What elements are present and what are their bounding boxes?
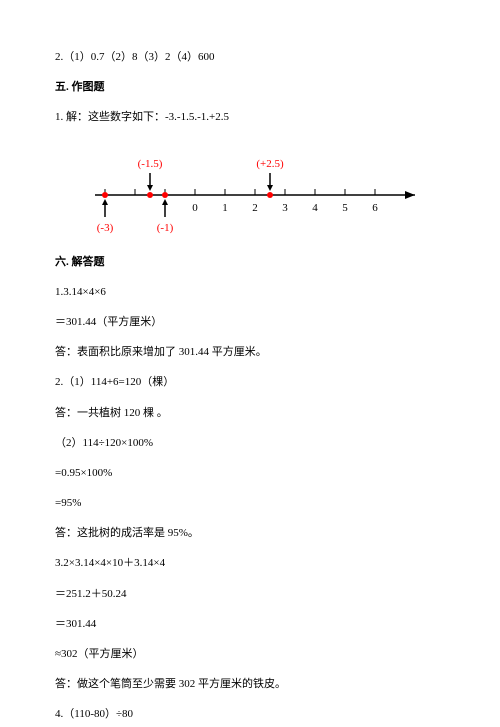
problem-6-3-step1: 3.2×3.14×4×10＋3.14×4 [55,551,445,575]
answer-line-1: 2.（1）0.7（2）8（3）2（4）600 [55,45,445,69]
problem-6-2-part1-answer: 答：一共植树 120 棵 。 [55,401,445,425]
problem-5-1: 1. 解：这些数字如下：-3.-1.5.-1.+2.5 [55,105,445,129]
svg-text:5: 5 [342,202,348,214]
problem-6-4: 4.（110-80）÷80 [55,702,445,726]
svg-text:3: 3 [282,202,288,214]
svg-text:4: 4 [312,202,318,214]
svg-text:(-3): (-3) [97,222,114,234]
number-line-diagram: 0 1 2 3 4 5 6 (-3) (-1.5) (-1) (+2.5) [85,145,445,235]
svg-text:0: 0 [192,202,198,214]
problem-6-2-part2-step2: =0.95×100% [55,461,445,485]
problem-6-3-step3: ＝301.44 [55,612,445,636]
problem-6-2-part2-step3: =95% [55,491,445,515]
svg-text:2: 2 [252,202,258,214]
section-six-heading: 六. 解答题 [55,250,445,274]
problem-6-1-step2: ＝301.44（平方厘米） [55,310,445,334]
problem-6-2-part2-answer: 答：这批树的成活率是 95%。 [55,521,445,545]
problem-6-2-part2-step1: （2）114÷120×100% [55,431,445,455]
svg-text:(+2.5): (+2.5) [256,158,284,170]
problem-6-3-step2: ＝251.2＋50.24 [55,582,445,606]
problem-6-2-part1: 2.（1）114+6=120（棵） [55,370,445,394]
svg-text:(-1): (-1) [157,222,174,234]
svg-text:(-1.5): (-1.5) [138,158,163,170]
svg-text:1: 1 [222,202,228,214]
problem-6-3-step4: ≈302（平方厘米） [55,642,445,666]
svg-text:6: 6 [372,202,378,214]
section-five-heading: 五. 作图题 [55,75,445,99]
problem-6-1-answer: 答：表面积比原来增加了 301.44 平方厘米。 [55,340,445,364]
problem-6-3-answer: 答：做这个笔筒至少需要 302 平方厘米的铁皮。 [55,672,445,696]
problem-6-1-step1: 1.3.14×4×6 [55,280,445,304]
